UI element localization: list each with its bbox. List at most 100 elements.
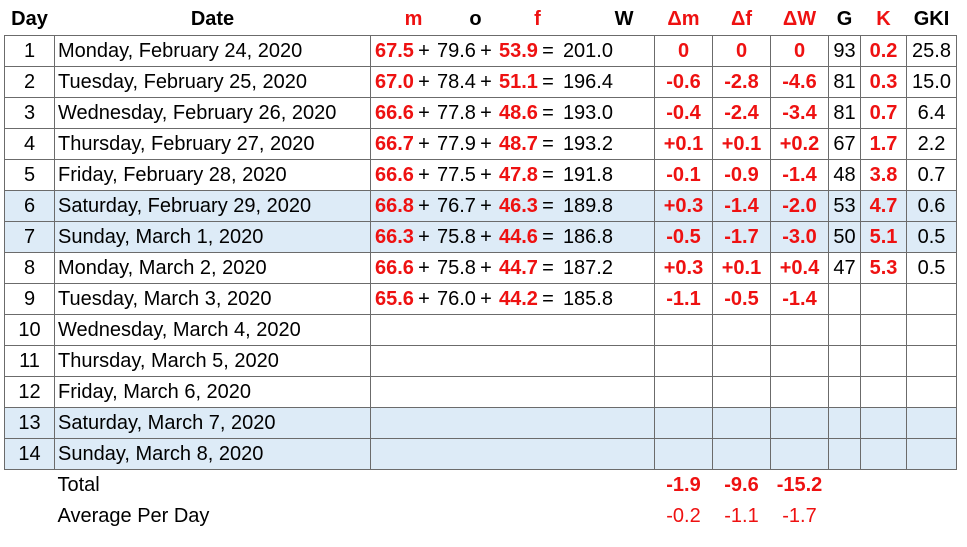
row-delta-w: -1.4 [770,283,829,315]
row-gki: 0.7 [906,159,957,191]
total-delta-w: -15.2 [776,474,823,496]
row-g [828,345,861,377]
row-delta-w: 0 [770,35,829,67]
row-delta-m [654,376,713,408]
row-delta-f [712,345,771,377]
row-f: 53.9 [499,39,538,62]
row-f: 48.6 [499,101,538,124]
row-k [860,314,907,346]
table-row: 8 Monday, March 2, 2020 66.6 +75.8 +44.7 = 187… [4,252,957,284]
row-delta-m [654,345,713,377]
row-gki [906,376,957,408]
row-date: Monday, February 24, 2020 [54,35,371,67]
row-equation: 66.3 +75.8 +44.6 = 186.8 [370,221,655,253]
row-k: 4.7 [860,190,907,222]
row-delta-f: -0.5 [712,283,771,315]
plus-sign: + [480,287,492,310]
equals-sign: = [542,194,554,217]
row-w: 193.0 [562,101,613,124]
equals-sign: = [542,39,554,62]
row-m: 65.6 [375,287,414,310]
row-gki: 0.6 [906,190,957,222]
row-delta-f: -0.9 [712,159,771,191]
row-k [860,376,907,408]
row-delta-m: -0.1 [654,159,713,191]
row-date: Monday, March 2, 2020 [54,252,371,284]
row-w: 201.0 [562,39,613,62]
plus-sign: + [480,194,492,217]
row-gki [906,407,957,439]
row-day: 14 [4,438,55,470]
row-g [828,438,861,470]
row-equation: 66.8 +76.7 +46.3 = 189.8 [370,190,655,222]
header-day: Day [11,8,48,30]
row-delta-w [770,345,829,377]
row-delta-m [654,314,713,346]
row-day: 8 [4,252,55,284]
row-delta-f: 0 [712,35,771,67]
row-k: 5.3 [860,252,907,284]
row-day: 11 [4,345,55,377]
row-equation: 66.6 +77.8 +48.6 = 193.0 [370,97,655,129]
row-gki [906,345,957,377]
row-g [828,314,861,346]
total-label: Total [57,474,100,496]
header-f: f [534,8,541,30]
plus-sign: + [418,39,430,62]
row-g: 67 [828,128,861,160]
plus-sign: + [418,256,430,279]
table-row: 9 Tuesday, March 3, 2020 65.6 +76.0 +44.2 = 18… [4,283,957,315]
row-delta-f: -1.4 [712,190,771,222]
row-equation [370,376,655,408]
row-delta-f [712,314,771,346]
total-delta-m: -1.9 [666,474,701,496]
row-delta-w: -1.4 [770,159,829,191]
row-g: 53 [828,190,861,222]
row-equation [370,314,655,346]
plus-sign: + [418,225,430,248]
row-date: Thursday, March 5, 2020 [54,345,371,377]
row-g: 48 [828,159,861,191]
row-day: 9 [4,283,55,315]
row-delta-m: -0.4 [654,97,713,129]
row-delta-w [770,314,829,346]
header-o: o [469,8,482,30]
table-row: 5 Friday, February 28, 2020 66.6 +77.5 +47.8… [4,159,957,191]
row-k [860,438,907,470]
plus-sign: + [418,101,430,124]
row-g [828,407,861,439]
row-gki: 0.5 [906,252,957,284]
row-k [860,345,907,377]
row-f: 47.8 [499,163,538,186]
row-delta-w: -3.4 [770,97,829,129]
row-equation: 66.6 +77.5 +47.8 = 191.8 [370,159,655,191]
header-delta-m: Δm [667,8,700,30]
header-k: K [876,8,891,30]
average-delta-w: -1.7 [782,505,817,527]
row-gki: 2.2 [906,128,957,160]
row-day: 13 [4,407,55,439]
row-delta-w: +0.4 [770,252,829,284]
row-day: 4 [4,128,55,160]
table-row: 12 Friday, March 6, 2020 [4,376,957,408]
row-equation: 66.7 +77.9 +48.7 = 193.2 [370,128,655,160]
row-delta-w: -3.0 [770,221,829,253]
table-row: 14 Sunday, March 8, 2020 [4,438,957,470]
row-delta-w [770,376,829,408]
header-row: Day Date m o f W Δm Δf ΔW G K GKI [5,4,957,36]
row-delta-m: -1.1 [654,283,713,315]
plus-sign: + [418,132,430,155]
row-delta-f: +0.1 [712,128,771,160]
equals-sign: = [542,256,554,279]
row-day: 1 [4,35,55,67]
row-equation: 65.6 +76.0 +44.2 = 185.8 [370,283,655,315]
table-row: 10 Wednesday, March 4, 2020 [4,314,957,346]
header-m: m [404,8,423,30]
row-w: 187.2 [562,256,613,279]
header-w: W [614,8,634,30]
plus-sign: + [480,39,492,62]
row-k: 3.8 [860,159,907,191]
row-g: 47 [828,252,861,284]
row-delta-f: -2.4 [712,97,771,129]
row-date: Thursday, February 27, 2020 [54,128,371,160]
